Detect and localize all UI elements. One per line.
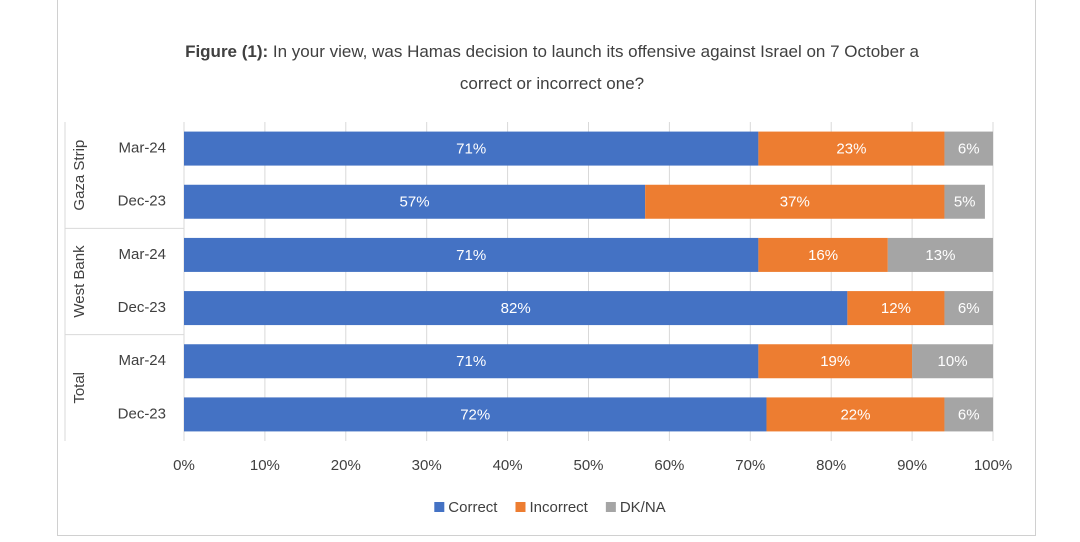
value-label: 72% (460, 406, 490, 423)
bar-segment (847, 291, 945, 326)
bar-segment (184, 291, 848, 326)
legend-swatch (605, 502, 616, 512)
legend-label: Incorrect (529, 499, 588, 516)
y-tick-label: Mar-24 (118, 246, 166, 263)
group-label: West Bank (71, 245, 88, 318)
title-label: Figure (1): (185, 42, 269, 61)
y-tick-label: Dec-23 (118, 193, 166, 210)
value-label: 71% (456, 141, 486, 158)
legend-swatch (515, 502, 526, 512)
value-label: 13% (925, 247, 955, 264)
value-label: 71% (456, 247, 486, 264)
x-tick-label: 90% (897, 457, 927, 474)
group-label: Gaza Strip (71, 140, 88, 211)
x-tick-label: 50% (573, 457, 603, 474)
title-text: In your view, was Hamas decision to laun… (272, 42, 919, 93)
value-label: 6% (958, 141, 980, 158)
bar-segment (184, 184, 646, 219)
bar-segment (645, 184, 945, 219)
bar-segment (184, 237, 759, 272)
bar-segment (944, 397, 993, 432)
y-tick-label: Dec-23 (118, 299, 166, 316)
x-tick-label: 80% (816, 457, 846, 474)
x-tick-label: 40% (493, 457, 523, 474)
x-tick-label: 20% (331, 457, 361, 474)
bar-segment (912, 344, 993, 379)
value-label: 5% (954, 194, 976, 211)
bar-segment (758, 237, 888, 272)
x-tick-label: 0% (173, 457, 195, 474)
value-label: 22% (840, 406, 870, 423)
value-label: 23% (836, 141, 866, 158)
value-label: 6% (958, 406, 980, 423)
value-label: 16% (808, 247, 838, 264)
group-label: Total (71, 372, 88, 404)
legend-swatch (434, 502, 445, 512)
value-label: 71% (456, 353, 486, 370)
value-label: 57% (400, 194, 430, 211)
bar-segment (184, 131, 759, 166)
x-tick-label: 30% (412, 457, 442, 474)
legend-label: DK/NA (620, 499, 666, 516)
value-label: 10% (938, 353, 968, 370)
bar-segment (758, 344, 913, 379)
bar-segment (184, 344, 759, 379)
bar-segment (766, 397, 945, 432)
y-tick-label: Mar-24 (118, 140, 166, 157)
legend-label: Correct (448, 499, 498, 516)
x-tick-label: 10% (250, 457, 280, 474)
y-tick-label: Mar-24 (118, 352, 166, 369)
value-label: 82% (501, 300, 531, 317)
x-tick-label: 60% (654, 457, 684, 474)
bar-segment (758, 131, 945, 166)
bar-segment (887, 237, 993, 272)
chart-frame (57, 0, 1036, 536)
x-tick-label: 100% (974, 457, 1012, 474)
bar-segment (944, 291, 993, 326)
bar-segment (184, 397, 767, 432)
value-label: 6% (958, 300, 980, 317)
value-label: 37% (780, 194, 810, 211)
x-tick-label: 70% (735, 457, 765, 474)
value-label: 12% (881, 300, 911, 317)
bar-segment (944, 131, 993, 166)
chart-title: Figure (1): In your view, was Hamas deci… (172, 36, 932, 100)
y-tick-label: Dec-23 (118, 405, 166, 422)
value-label: 19% (820, 353, 850, 370)
bar-segment (944, 184, 985, 219)
